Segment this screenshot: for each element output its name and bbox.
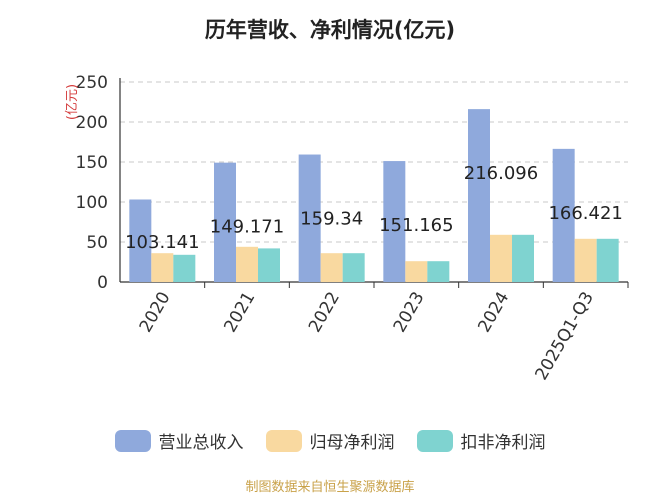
legend-item-deducted-profit[interactable]: 扣非净利润 [416, 428, 546, 453]
bar-net-profit [236, 246, 258, 282]
data-label-revenue: 159.34 [300, 209, 363, 230]
legend: 营业总收入 归母净利润 扣非净利润 [0, 428, 660, 453]
data-label-revenue: 149.171 [210, 217, 284, 238]
legend-label-deducted-profit: 扣非净利润 [460, 433, 546, 453]
x-tick-label: 2025Q1-Q3 [531, 289, 598, 384]
legend-swatch-revenue [114, 429, 151, 452]
bar-deducted-profit [512, 234, 534, 282]
x-tick-label: 2020 [136, 289, 175, 336]
x-tick-label: 2023 [390, 289, 429, 336]
y-tick-label: 50 [86, 233, 108, 253]
bar-deducted-profit [258, 248, 280, 282]
data-label-revenue: 216.096 [464, 163, 538, 184]
legend-swatch-deducted-profit [416, 429, 453, 452]
x-tick-label: 2022 [305, 289, 344, 336]
y-axis-unit-label: (亿元) [65, 84, 80, 120]
bar-net-profit [574, 238, 597, 282]
x-tick-label: 2021 [220, 289, 259, 336]
y-tick-label: 100 [76, 193, 108, 213]
bar-deducted-profit [427, 261, 450, 282]
x-tick-label: 2024 [474, 289, 513, 336]
bar-net-profit [151, 253, 174, 282]
y-tick-label: 250 [76, 73, 108, 93]
legend-item-revenue[interactable]: 营业总收入 [114, 428, 244, 453]
legend-item-net-profit[interactable]: 归母净利润 [265, 428, 395, 453]
y-tick-label: 150 [76, 153, 108, 173]
bar-deducted-profit [342, 253, 365, 282]
bar-deducted-profit [596, 238, 619, 282]
bar-revenue [552, 148, 575, 282]
legend-swatch-net-profit [265, 429, 302, 452]
y-tick-label: 0 [97, 273, 108, 293]
bar-revenue [214, 162, 236, 282]
bar-net-profit [490, 234, 512, 282]
y-tick-label: 200 [76, 113, 108, 133]
data-source-note: 制图数据来自恒生聚源数据库 [245, 480, 415, 495]
bar-deducted-profit [173, 254, 196, 282]
bar-revenue [129, 199, 152, 282]
bar-chart: 0 50 100 150 200 250(亿元) 2020 103.141 2021 149.17… [65, 73, 629, 384]
bar-revenue [383, 161, 406, 282]
bar-net-profit [405, 261, 428, 282]
bar-revenue [468, 109, 490, 282]
data-label-revenue: 166.421 [548, 203, 622, 224]
bar-net-profit [320, 253, 343, 282]
legend-label-net-profit: 归母净利润 [309, 433, 395, 453]
bar-revenue [298, 154, 321, 282]
data-label-revenue: 103.141 [125, 232, 199, 253]
legend-label-revenue: 营业总收入 [158, 433, 244, 453]
data-label-revenue: 151.165 [379, 215, 453, 236]
chart-title: 历年营收、净利情况(亿元) [204, 18, 456, 42]
